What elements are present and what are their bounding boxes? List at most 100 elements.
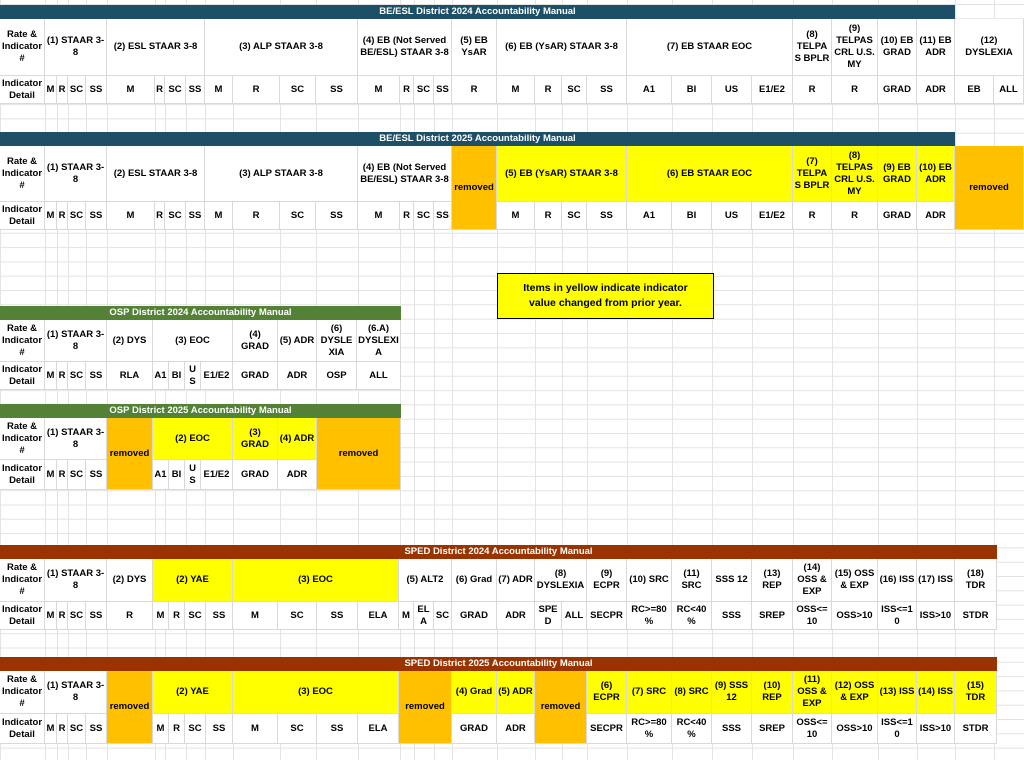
indicator-detail: SC [68,602,86,630]
indicator-header: (1) STAAR 3-8 [45,559,107,602]
indicator-detail: STDR [955,602,997,630]
indicator-header: (18) TDR [955,559,997,602]
indicator-header: (2) ESL STAAR 3-8 [107,146,205,202]
indicator-detail: ELA [414,602,434,630]
indicator-header: (3) ALP STAAR 3-8 [205,19,358,76]
indicator-detail: R [57,714,68,744]
indicator-detail: SS [434,76,452,104]
indicator-header: (6) Grad [452,559,497,602]
indicator-header: (4) EB (Not Served BE/ESL) STAAR 3-8 [358,19,452,76]
indicator-header: (6) ECPR [587,671,627,714]
indicator-header: (14) ISS [917,671,955,714]
indicator-detail: R [832,202,878,230]
indicator-detail: SS [317,602,358,630]
indicator-detail: GRAD [233,362,278,390]
indicator-detail: SC [562,76,587,104]
row-label: Indicator Detail [0,602,45,630]
removed-cell: removed [452,146,497,230]
indicator-header: (11) OSS & EXP [793,671,832,714]
indicator-detail: R [57,362,68,390]
indicator-header: (14) OSS & EXP [793,559,832,602]
removed-cell: removed [399,671,452,744]
indicator-detail: R [400,202,414,230]
indicator-detail: M [153,714,169,744]
removed-cell: removed [107,418,153,490]
indicator-detail: BI [169,362,185,390]
row-label: Indicator Detail [0,362,45,390]
indicator-detail: SC [165,202,186,230]
indicator-detail: M [497,76,535,104]
indicator-detail: OSS>10 [832,602,878,630]
indicator-detail: US [712,202,752,230]
indicator-detail: GRAD [452,602,497,630]
indicator-detail: A1 [153,460,169,490]
indicator-detail: M [45,202,57,230]
indicator-detail: SC [434,602,452,630]
section-title: BE/ESL District 2025 Accountability Manu… [0,132,955,146]
indicator-header: (11) SRC [672,559,712,602]
indicator-header: (10) REP [752,671,793,714]
indicator-header: (8) DYSLEXIA [535,559,587,602]
indicator-detail: US [185,460,201,490]
removed-cell: removed [955,146,1024,230]
row-label: Rate & Indicator # [0,418,45,460]
indicator-detail: SC [280,76,316,104]
indicator-detail: M [153,602,169,630]
indicator-detail: SC [68,714,86,744]
indicator-header: (4) GRAD [233,320,278,362]
indicator-header: (4) EB (Not Served BE/ESL) STAAR 3-8 [358,146,452,202]
indicator-detail: A1 [627,76,672,104]
indicator-header: (3) ALP STAAR 3-8 [205,146,358,202]
indicator-detail: GRAD [233,460,278,490]
indicator-header: (5) ADR [278,320,317,362]
indicator-detail: R [57,602,68,630]
indicator-header: (2) DYS [107,320,153,362]
indicator-detail: M [205,202,233,230]
indicator-detail: ALL [357,362,401,390]
indicator-detail: SS [86,76,107,104]
indicator-detail: RLA [107,362,153,390]
indicator-header: (12) DYSLEXIA [955,19,1024,76]
indicator-header: (3) EOC [153,320,233,362]
indicator-detail: E1/E2 [201,362,233,390]
indicator-detail: SS [316,202,358,230]
section-title: SPED District 2024 Accountability Manual [0,545,997,559]
indicator-detail: M [233,602,278,630]
indicator-detail: SS [206,602,233,630]
indicator-header: (3) EOC [233,671,399,714]
indicator-detail: A1 [627,202,672,230]
indicator-header: (11) EB ADR [917,19,955,76]
note: Items in yellow indicate indicator value… [497,273,714,319]
indicator-detail: R [793,202,832,230]
indicator-header: (6) EB STAAR EOC [627,146,793,202]
indicator-header: (2) EOC [153,418,233,460]
indicator-detail: SC [165,76,186,104]
indicator-detail: R [832,76,878,104]
indicator-detail: SC [278,602,317,630]
indicator-detail: M [358,76,400,104]
indicator-detail: R [452,76,497,104]
indicator-detail: SREP [752,714,793,744]
indicator-detail: SS [86,202,107,230]
indicator-detail: R [57,460,68,490]
indicator-detail: SC [278,714,317,744]
indicator-detail: ADR [917,76,955,104]
indicator-detail: ADR [497,602,535,630]
indicator-detail: R [169,714,185,744]
indicator-detail: R [233,76,280,104]
indicator-detail: M [45,76,57,104]
indicator-detail: M [107,202,155,230]
indicator-detail: R [107,602,153,630]
indicator-header: (4) ADR [278,418,317,460]
indicator-detail: SC [185,714,206,744]
indicator-detail: RC>=80% [627,602,672,630]
indicator-detail: RC<40% [672,602,712,630]
indicator-detail: E1/E2 [201,460,233,490]
indicator-detail: SS [86,362,107,390]
removed-cell: removed [535,671,587,744]
indicator-detail: SC [414,76,434,104]
indicator-header: (7) EB STAAR EOC [627,19,793,76]
indicator-detail: BI [169,460,185,490]
section-title: BE/ESL District 2024 Accountability Manu… [0,5,955,19]
